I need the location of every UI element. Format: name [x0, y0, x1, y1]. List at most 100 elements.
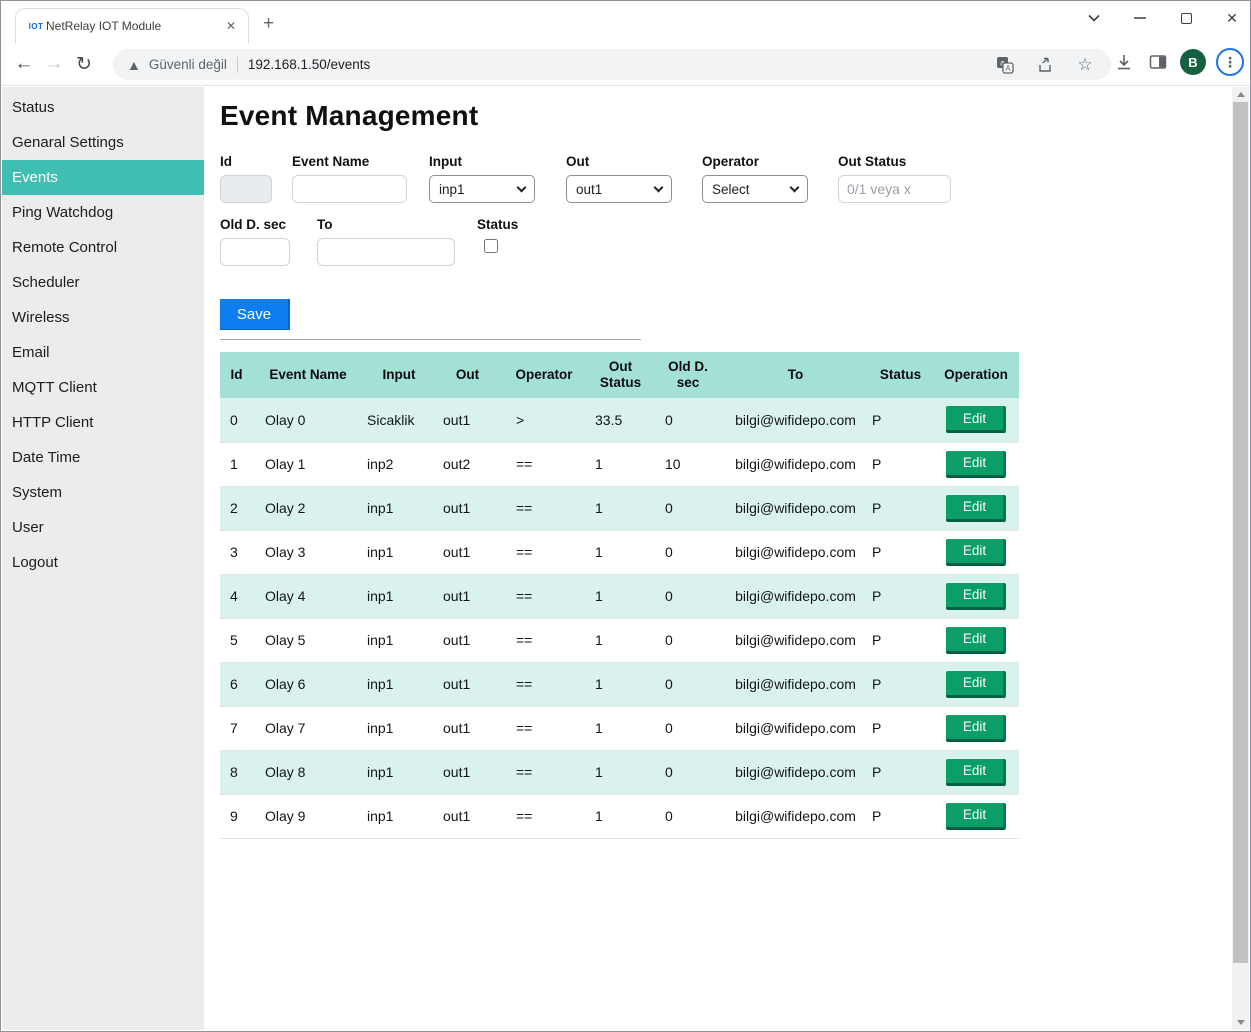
table-row: 0 Olay 0 Sicaklik out1 >33.5 0 bilgi@wifidepo.… — [220, 398, 1019, 442]
table-cell: 1 — [595, 764, 603, 780]
scrollbar-thumb[interactable] — [1233, 102, 1248, 963]
sidebar-item-system[interactable]: System — [12, 484, 63, 501]
table-cell: bilgi@wifidepo.com — [735, 544, 856, 560]
table-cell: 33.5 — [595, 411, 623, 428]
table-cell: bilgi@wifidepo.com — [735, 676, 856, 692]
edit-button[interactable]: Edit — [946, 406, 1006, 434]
sidebar-item-user[interactable]: User — [12, 519, 44, 536]
sidebar-item-genaral-settings[interactable]: Genaral Settings — [12, 134, 124, 151]
out-status-label: Out Status — [838, 154, 907, 169]
table-cell: out1 — [443, 411, 471, 428]
events-table: Id Event Name Input Out Operator Out Status Ol… — [220, 352, 1019, 839]
tab-search-chevron-icon[interactable] — [1084, 8, 1104, 28]
not-secure-warning-icon[interactable]: ▲ — [127, 56, 141, 73]
table-cell: Sicaklik — [367, 411, 415, 428]
table-cell: == — [516, 676, 533, 692]
new-tab-button[interactable]: + — [263, 13, 275, 34]
table-row: 1 Olay 1 inp2 out2 == 1 10 bilgi@wifidepo.com P E… — [220, 442, 1019, 486]
scroll-up-arrow-icon[interactable] — [1232, 87, 1249, 102]
save-button[interactable]: Save — [220, 299, 290, 330]
operation-cell: Edit — [933, 442, 1019, 486]
minimize-button[interactable] — [1130, 8, 1150, 28]
table-cell: bilgi@wifidepo.com — [735, 500, 856, 516]
sidebar-nav: Status Genaral Settings Events Ping Watchdo… — [2, 87, 204, 1030]
out-select[interactable]: out1 — [566, 175, 672, 203]
status-checkbox[interactable] — [484, 239, 498, 253]
table-row: 2 Olay 2 inp1 out1 == 1 0 bilgi@wifidepo.com P Ed… — [220, 486, 1019, 530]
to-field[interactable] — [317, 238, 455, 266]
maximize-button[interactable] — [1176, 8, 1196, 28]
bookmark-star-icon[interactable]: ☆ — [1077, 54, 1093, 74]
table-row: 3 Olay 3 inp1 out1 == 1 0 bilgi@wifidepo.com P Ed… — [220, 530, 1019, 574]
table-cell: 6 — [230, 676, 238, 692]
edit-button[interactable]: Edit — [946, 626, 1006, 654]
url-text[interactable]: 192.168.1.50/events — [247, 57, 371, 72]
tab-close-icon[interactable]: ✕ — [225, 19, 237, 33]
share-icon[interactable] — [1033, 53, 1057, 77]
table-cell: inp1 — [367, 720, 394, 736]
sidebar-item-ping-watchdog[interactable]: Ping Watchdog — [12, 204, 114, 221]
edit-button[interactable]: Edit — [946, 670, 1006, 698]
table-cell: P — [872, 500, 882, 516]
id-label: Id — [220, 154, 232, 169]
table-cell: bilgi@wifidepo.com — [735, 411, 856, 428]
sidebar-item-status[interactable]: Status — [12, 99, 55, 116]
edit-button[interactable]: Edit — [946, 494, 1006, 522]
edit-button[interactable]: Edit — [946, 802, 1006, 830]
sidebar-item-wireless[interactable]: Wireless — [12, 309, 70, 326]
table-cell: bilgi@wifidepo.com — [735, 632, 856, 648]
old-delay-field[interactable] — [220, 238, 290, 266]
table-cell: P — [872, 764, 882, 780]
sidebar-item-logout[interactable]: Logout — [12, 554, 58, 571]
security-label[interactable]: Güvenli değil — [148, 57, 227, 72]
edit-button[interactable]: Edit — [946, 714, 1006, 742]
sidebar-item-events[interactable]: Events — [2, 160, 204, 195]
id-field — [220, 175, 272, 203]
table-cell: inp1 — [367, 808, 394, 824]
table-cell: out1 — [443, 588, 471, 604]
edit-button[interactable]: Edit — [946, 758, 1006, 786]
table-cell: 1 — [595, 676, 603, 692]
table-cell: 0 — [665, 632, 673, 648]
side-panel-icon[interactable] — [1146, 50, 1170, 74]
table-cell: out1 — [443, 500, 471, 516]
edit-button[interactable]: Edit — [946, 450, 1006, 478]
input-select[interactable]: inp1 — [429, 175, 535, 203]
edit-button[interactable]: Edit — [946, 582, 1006, 610]
sidebar-item-remote-control[interactable]: Remote Control — [12, 239, 118, 256]
table-cell: inp1 — [367, 544, 394, 560]
table-cell: 1 — [230, 456, 238, 472]
sidebar-item-scheduler[interactable]: Scheduler — [12, 274, 80, 291]
window-close-button[interactable]: ✕ — [1226, 9, 1238, 26]
out-label: Out — [566, 154, 590, 169]
table-row: 8 Olay 8 inp1 out1 == 1 0 bilgi@wifidepo.com P Ed… — [220, 750, 1019, 794]
browser-toolbar: ← → ↻ ▲ Güvenli değil 192.168.1.50/event… — [1, 43, 1250, 86]
table-cell: out1 — [443, 676, 471, 692]
sidebar-item-email[interactable]: Email — [12, 344, 50, 361]
table-cell: out1 — [443, 544, 471, 560]
edit-button[interactable]: Edit — [946, 538, 1006, 566]
event-name-field[interactable] — [292, 175, 407, 203]
sidebar-item-date-time[interactable]: Date Time — [12, 449, 81, 466]
table-cell: out2 — [443, 456, 471, 472]
out-status-field[interactable] — [838, 175, 951, 203]
download-icon[interactable] — [1112, 50, 1136, 74]
sidebar-item-http-client[interactable]: HTTP Client — [12, 414, 94, 431]
sidebar-item-mqtt-client[interactable]: MQTT Client — [12, 379, 97, 396]
back-icon[interactable]: ← — [14, 53, 34, 74]
table-cell: 9 — [230, 808, 238, 824]
page-scrollbar[interactable] — [1232, 87, 1249, 1030]
scroll-down-arrow-icon[interactable] — [1232, 1015, 1249, 1030]
table-cell: Olay 9 — [265, 808, 306, 824]
operator-select[interactable]: Select — [702, 175, 808, 203]
profile-avatar[interactable]: B — [1180, 49, 1206, 75]
browser-menu-icon[interactable]: ⋮ — [1216, 48, 1244, 76]
table-cell: bilgi@wifidepo.com — [735, 720, 856, 736]
svg-text:A: A — [1005, 64, 1011, 73]
input-select-value: inp1 — [439, 181, 465, 197]
reload-icon[interactable]: ↻ — [76, 53, 92, 75]
window-controls: ✕ — [1084, 5, 1242, 31]
browser-tab[interactable]: IOT NetRelay IOT Module ✕ — [15, 8, 249, 43]
